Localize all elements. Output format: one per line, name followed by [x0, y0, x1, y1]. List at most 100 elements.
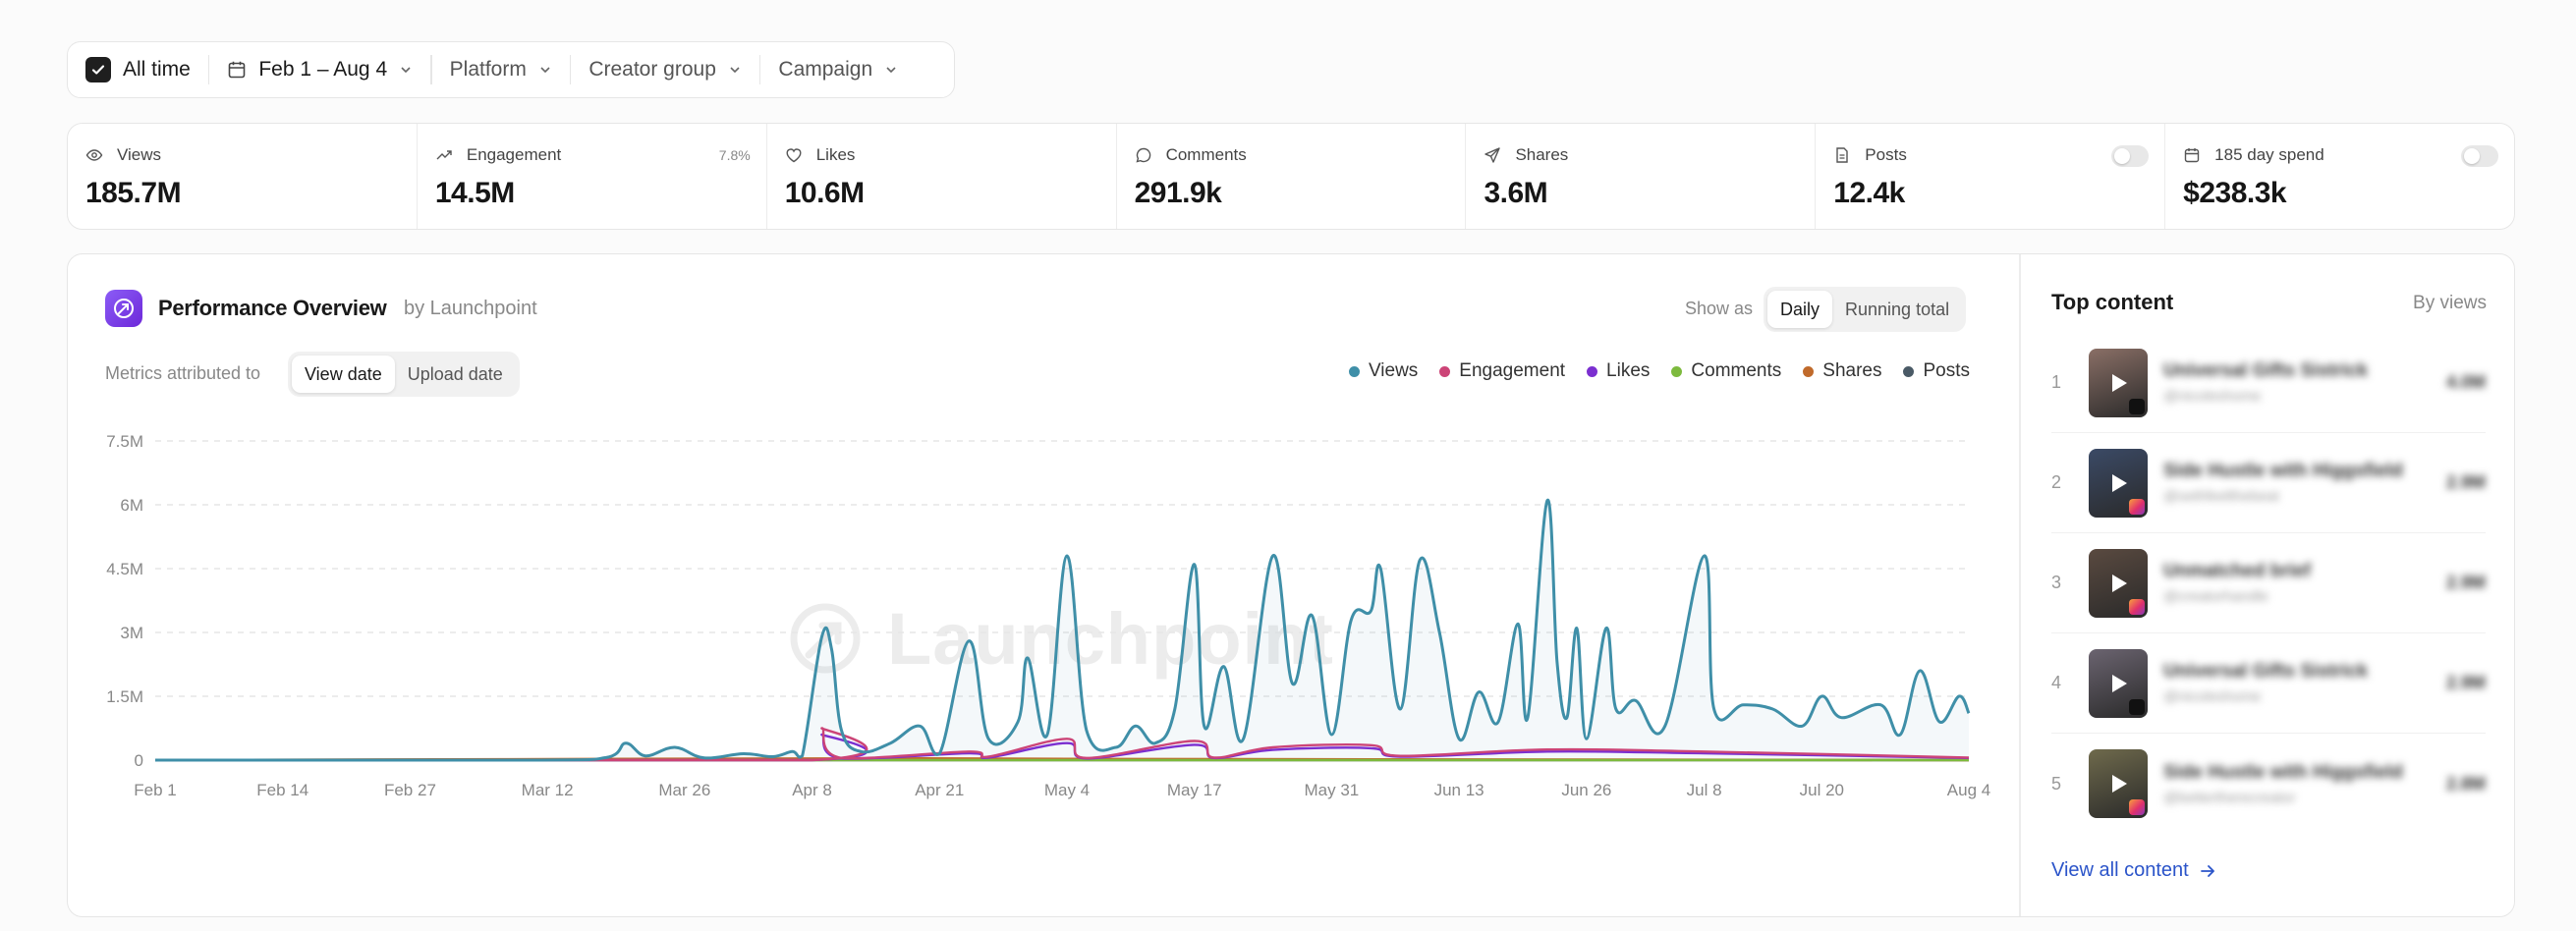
x-tick-label: Feb 27 — [384, 781, 436, 799]
x-tick-label: Jul 20 — [1800, 781, 1844, 799]
platform-dropdown[interactable]: Platform — [432, 42, 570, 97]
metrics-attributed-label: Metrics attributed to — [105, 363, 261, 383]
show-as-label: Show as — [1685, 299, 1754, 318]
stats-row: Views 185.7M Engagement 14.5M 7.8% Likes… — [67, 123, 2515, 230]
performance-panel: Performance Overview by Launchpoint Show… — [67, 253, 2515, 917]
rank-number: 5 — [2051, 773, 2062, 794]
chevron-down-icon — [884, 63, 898, 77]
video-thumbnail[interactable] — [2089, 348, 2148, 417]
stat-value: 14.5M — [434, 177, 515, 209]
top-content-item[interactable]: 5 Side Hustle with Higgsfield @betterthere… — [2051, 734, 2486, 834]
content-views: 2.9M — [2445, 472, 2486, 492]
content-info: Unmatched brief @creatorhandle — [2163, 561, 2446, 605]
content-views: 2.9M — [2445, 673, 2486, 692]
stat-likes[interactable]: Likes 10.6M — [767, 124, 1117, 229]
stat-posts[interactable]: Posts 12.4k — [1816, 124, 2166, 229]
top-content-item[interactable]: 1 Universal Gifts Sistrick @nicoleshome 4.0… — [2051, 333, 2486, 433]
legend-label: Likes — [1606, 360, 1651, 381]
content-views: 4.0M — [2445, 372, 2486, 392]
x-tick-label: Mar 12 — [522, 781, 574, 799]
x-tick-label: Feb 1 — [134, 781, 176, 799]
stat-value: 185.7M — [85, 177, 182, 209]
performance-chart: 0 1.5M 3M 4.5M 6M 7.5M Feb 1 Feb 14 Feb 27 Mar 12… — [106, 432, 1990, 799]
tiktok-icon — [2129, 398, 2145, 414]
stat-engagement[interactable]: Engagement 14.5M 7.8% — [418, 124, 767, 229]
campaign-label: Campaign — [778, 58, 873, 81]
legend-dot — [1348, 365, 1360, 377]
play-icon — [2112, 473, 2127, 492]
stat-label: Engagement — [466, 145, 562, 164]
upload-date-button[interactable]: Upload date — [407, 363, 503, 384]
stat-spend[interactable]: 185 day spend $238.3k — [2165, 124, 2514, 229]
y-tick-label: 4.5M — [106, 560, 143, 578]
legend-dot — [1587, 365, 1598, 377]
stat-comments[interactable]: Comments 291.9k — [1117, 124, 1467, 229]
legend-item[interactable]: Engagement — [1439, 360, 1565, 382]
x-tick-label: Mar 26 — [658, 781, 710, 799]
launchpoint-logo-icon — [105, 290, 142, 327]
legend-item[interactable]: Shares — [1803, 360, 1881, 382]
stat-views[interactable]: Views 185.7M — [68, 124, 418, 229]
content-views: 2.8M — [2445, 773, 2486, 794]
top-content-sort[interactable]: By views — [2413, 293, 2487, 313]
video-thumbnail[interactable] — [2089, 448, 2148, 518]
rank-number: 4 — [2051, 673, 2062, 692]
running-total-button[interactable]: Running total — [1845, 299, 1950, 319]
legend-dot — [1903, 365, 1915, 377]
stat-label: Comments — [1165, 145, 1247, 164]
stat-label: Views — [117, 145, 162, 164]
video-thumbnail[interactable] — [2089, 548, 2148, 618]
tiktok-icon — [2129, 698, 2145, 715]
content-info: Universal Gifts Sistrick @nicoleshome — [2163, 661, 2446, 705]
watermark-logo-icon — [790, 603, 861, 674]
engagement-rate: 7.8% — [718, 147, 751, 163]
x-tick-label: Jul 8 — [1687, 781, 1722, 799]
creator-handle: @creatorhandle — [2163, 588, 2268, 605]
y-tick-label: 6M — [120, 496, 143, 515]
all-time-filter[interactable]: All time — [68, 42, 208, 97]
stat-value: 12.4k — [1833, 177, 1905, 209]
posts-toggle[interactable] — [2111, 145, 2150, 167]
filter-divider — [207, 55, 210, 84]
metrics-date-toggle: View date Upload date — [288, 352, 520, 397]
checkbox-checked-icon[interactable] — [85, 57, 111, 82]
content-info: Side Hustle with Higgsfield @sethfeeltheb… — [2163, 461, 2446, 505]
x-tick-label: Jun 13 — [1434, 781, 1484, 799]
legend-item[interactable]: Likes — [1587, 360, 1650, 382]
all-time-label: All time — [123, 58, 191, 81]
stat-label: Posts — [1865, 145, 1907, 164]
chevron-down-icon — [399, 63, 413, 77]
instagram-icon — [2129, 498, 2145, 515]
view-all-content-link[interactable]: View all content — [2051, 859, 2216, 882]
video-thumbnail[interactable] — [2089, 648, 2148, 718]
top-content-item[interactable]: 2 Side Hustle with Higgsfield @sethfeelthe… — [2051, 433, 2486, 533]
top-content-item[interactable]: 4 Universal Gifts Sistrick @nicoleshome 2.9… — [2051, 633, 2486, 734]
video-thumbnail[interactable] — [2089, 749, 2148, 818]
legend-item[interactable]: Comments — [1671, 360, 1781, 382]
stat-shares[interactable]: Shares 3.6M — [1466, 124, 1817, 229]
stat-label: 185 day spend — [2214, 145, 2324, 164]
instagram-icon — [2129, 598, 2145, 615]
content-info: Side Hustle with Higgsfield @bettertherec… — [2163, 762, 2446, 806]
legend-item[interactable]: Views — [1348, 360, 1418, 382]
legend-label: Shares — [1822, 360, 1882, 381]
creator-group-dropdown[interactable]: Creator group — [571, 42, 759, 97]
creator-handle: @sethfeelthebeat — [2163, 488, 2279, 505]
x-tick-label: May 17 — [1167, 781, 1222, 799]
legend-item[interactable]: Posts — [1903, 360, 1970, 382]
top-content-list: 1 Universal Gifts Sistrick @nicoleshome 4.0… — [2051, 333, 2486, 834]
x-tick-label: May 31 — [1305, 781, 1360, 799]
view-date-button[interactable]: View date — [292, 356, 395, 393]
filter-divider — [758, 55, 761, 84]
chart-legend: Views Engagement Likes Comments Shares Posts — [1327, 360, 1970, 382]
daily-button[interactable]: Daily — [1767, 291, 1833, 328]
play-icon — [2112, 373, 2127, 392]
send-icon — [1484, 146, 1508, 164]
top-content-item[interactable]: 3 Unmatched brief @creatorhandle 2.9M — [2051, 533, 2486, 633]
spend-toggle[interactable] — [2461, 145, 2499, 167]
instagram-icon — [2129, 799, 2145, 815]
show-as-toggle: Daily Running total — [1764, 287, 1967, 332]
campaign-dropdown[interactable]: Campaign — [760, 42, 916, 97]
date-range-dropdown[interactable]: Feb 1 – Aug 4 — [209, 42, 430, 97]
heart-icon — [785, 146, 810, 164]
